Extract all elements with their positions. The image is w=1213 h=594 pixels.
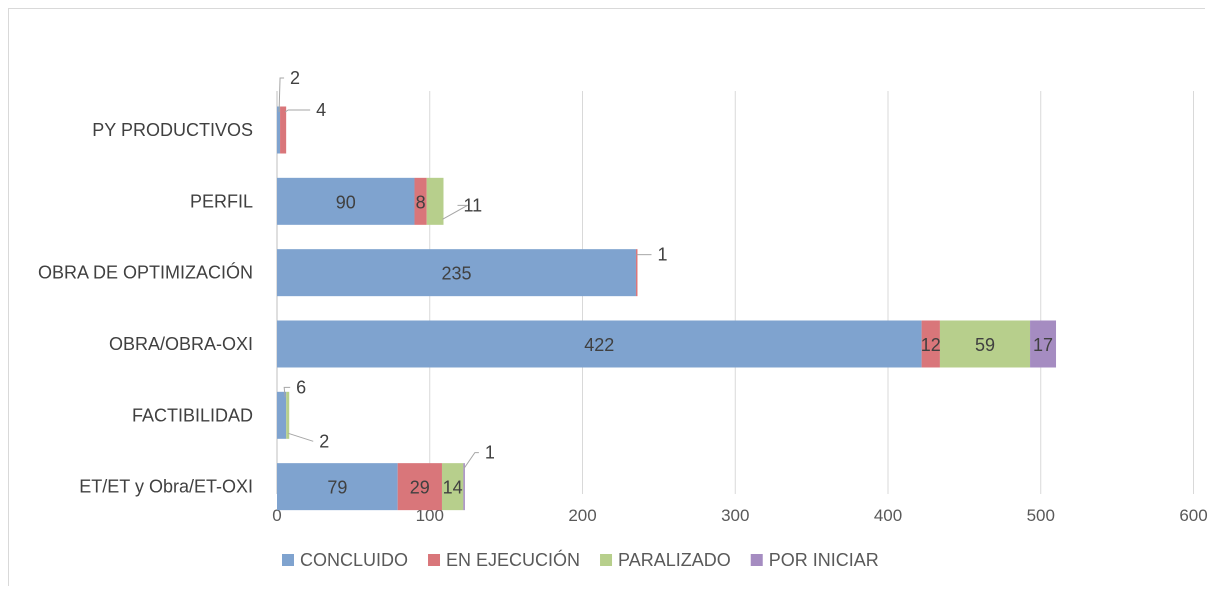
bar-et-et-y-obra-et-oxi-concluido <box>277 463 398 511</box>
bar-py-productivos-concluido <box>277 106 281 154</box>
data-label-py-productivos-concluido: 2 <box>290 68 300 88</box>
y-tick-label: PERFIL <box>190 191 253 211</box>
x-tick-label: 200 <box>568 506 596 525</box>
data-label-perfil-en-ejecucion: 8 <box>416 192 426 212</box>
data-label-obra-obra-oxi-paralizado: 59 <box>975 335 995 355</box>
legend-label-por-iniciar: POR INICIAR <box>769 550 879 570</box>
bar-perfil-concluido <box>277 177 415 225</box>
y-tick-label: ET/ET y Obra/ET-OXI <box>79 477 253 497</box>
y-tick-label: PY PRODUCTIVOS <box>92 120 253 140</box>
bar-perfil-paralizado <box>426 177 444 225</box>
data-label-obra-obra-oxi-concluido: 422 <box>584 335 614 355</box>
legend-swatch-paralizado <box>600 554 613 566</box>
bar-obra-obra-oxi-concluido <box>277 320 922 368</box>
data-label-et-et-y-obra-et-oxi-por-iniciar: 1 <box>485 443 495 463</box>
x-tick-label: 100 <box>416 506 444 525</box>
bar-py-productivos-en-ejecucion <box>280 106 287 154</box>
legend-swatch-concluido <box>282 554 294 566</box>
y-tick-label: OBRA DE OPTIMIZACIÓN <box>38 262 253 283</box>
data-label-et-et-y-obra-et-oxi-paralizado: 14 <box>443 478 463 498</box>
bar-obra-de-optimizacion-concluido <box>277 249 636 297</box>
bar-et-et-y-obra-et-oxi-por-iniciar <box>463 463 465 511</box>
bar-perfil-en-ejecucion <box>414 177 427 225</box>
data-label-obra-obra-oxi-en-ejecucion: 12 <box>921 335 941 355</box>
legend-label-paralizado: PARALIZADO <box>618 550 731 570</box>
bar-et-et-y-obra-et-oxi-paralizado <box>441 463 464 511</box>
data-label-py-productivos-en-ejecucion: 4 <box>316 100 326 120</box>
data-label-obra-de-optimizacion-en-ejecucion: 1 <box>657 245 667 265</box>
x-tick-label: 0 <box>272 506 281 525</box>
data-label-factibilidad-concluido: 6 <box>296 377 306 397</box>
bar-obra-de-optimizacion-en-ejecucion <box>635 249 638 297</box>
callout-line <box>442 204 470 220</box>
data-label-obra-obra-oxi-por-iniciar: 17 <box>1033 335 1053 355</box>
legend-label-en-ejecucion: EN EJECUCIÓN <box>446 549 580 570</box>
bar-factibilidad-paralizado <box>286 391 290 439</box>
callout-line <box>278 77 285 113</box>
bar-factibilidad-concluido <box>277 391 287 439</box>
x-tick-label: 400 <box>874 506 902 525</box>
legend-swatch-en-ejecucion <box>428 554 441 566</box>
data-label-obra-de-optimizacion-concluido: 235 <box>441 264 471 284</box>
callout-line <box>283 386 291 398</box>
callout-line <box>463 452 479 469</box>
legend-label-concluido: CONCLUIDO <box>300 550 408 570</box>
callout-line <box>284 109 311 113</box>
bar-et-et-y-obra-et-oxi-en-ejecucion <box>397 463 442 511</box>
y-tick-label: FACTIBILIDAD <box>132 405 253 425</box>
x-tick-label: 500 <box>1027 506 1055 525</box>
data-label-perfil-concluido: 90 <box>336 192 356 212</box>
chart-frame <box>8 8 1205 586</box>
y-tick-label: OBRA/OBRA-OXI <box>109 334 253 354</box>
bar-obra-obra-oxi-paralizado <box>939 320 1031 368</box>
legend-swatch-por-iniciar <box>750 554 763 566</box>
data-label-perfil-paralizado: 11 <box>463 195 482 215</box>
data-label-et-et-y-obra-et-oxi-en-ejecucion: 29 <box>410 478 430 498</box>
bar-obra-obra-oxi-por-iniciar <box>1030 320 1057 368</box>
data-label-factibilidad-paralizado: 2 <box>319 431 329 451</box>
x-tick-label: 300 <box>721 506 749 525</box>
data-label-et-et-y-obra-et-oxi-concluido: 79 <box>327 478 347 498</box>
bar-obra-obra-oxi-en-ejecucion <box>921 320 940 368</box>
callout-line <box>288 432 314 442</box>
x-tick-label: 600 <box>1179 506 1207 525</box>
